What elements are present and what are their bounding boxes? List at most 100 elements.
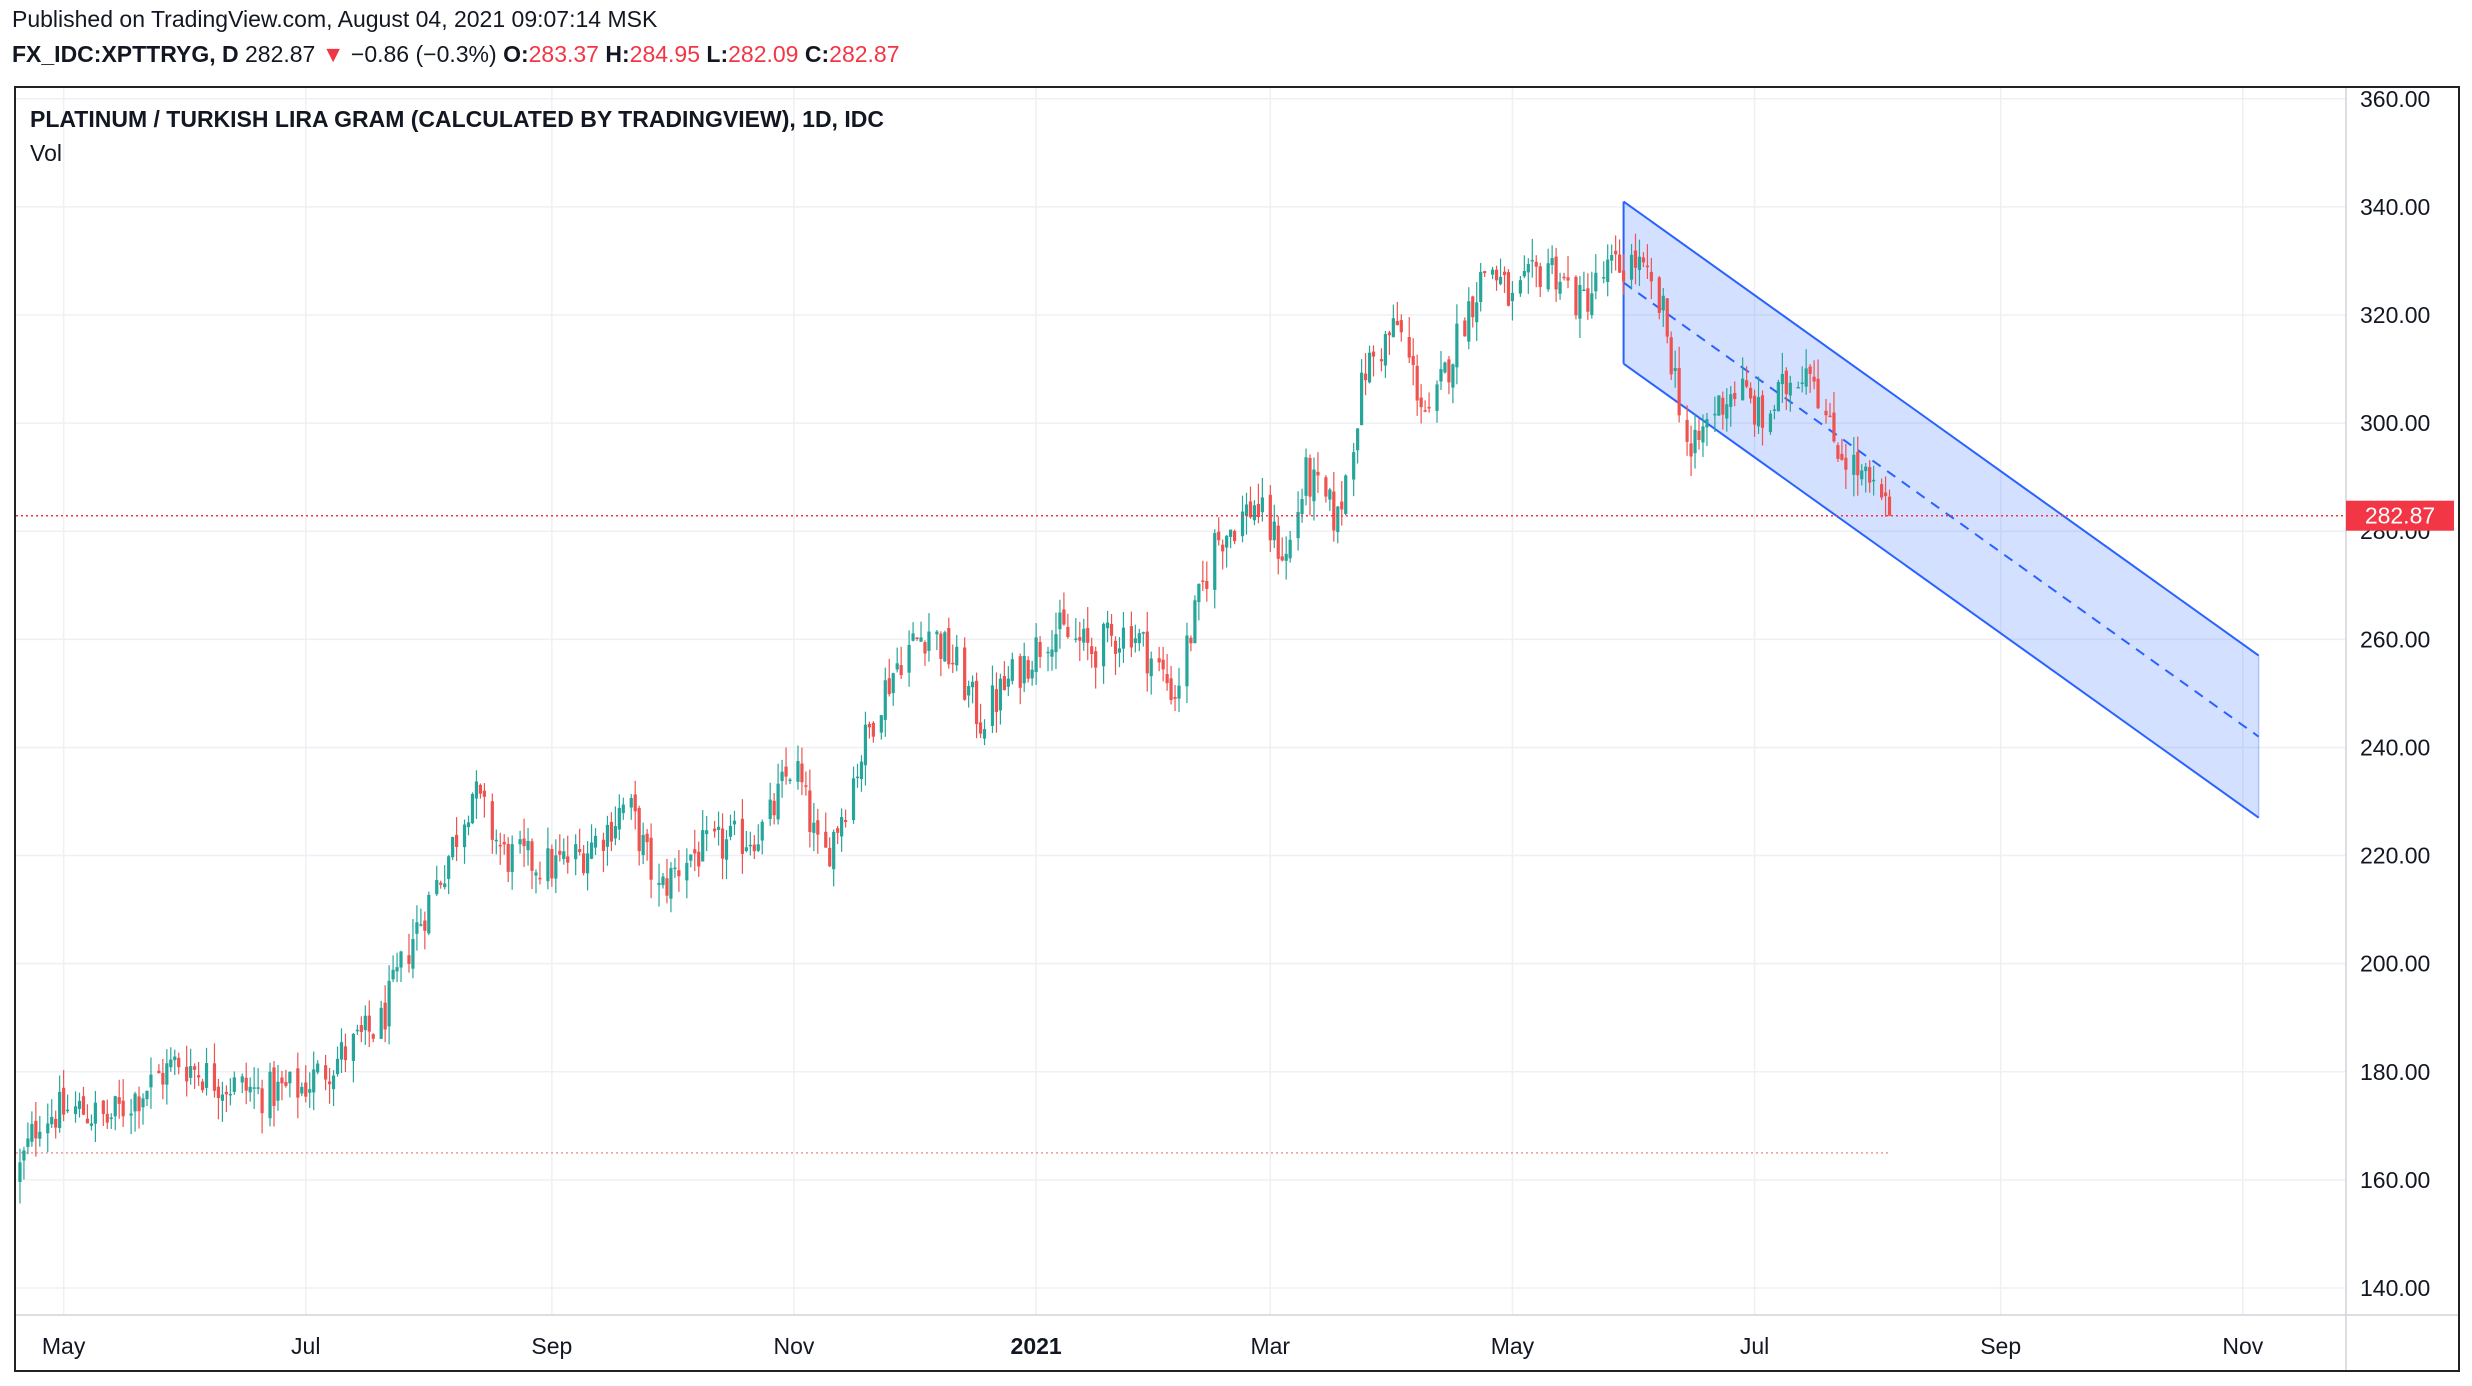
- candle-body: [1538, 266, 1542, 288]
- candle: [1391, 304, 1395, 338]
- candle-body: [1780, 374, 1784, 385]
- candle: [18, 1148, 22, 1204]
- candle: [395, 952, 399, 983]
- candle: [1701, 414, 1705, 457]
- candle-body: [748, 844, 752, 847]
- candle: [1284, 536, 1288, 580]
- candle: [1268, 485, 1272, 552]
- candle: [768, 782, 772, 826]
- candle: [963, 637, 967, 701]
- candle: [1133, 624, 1137, 653]
- y-tick-label: 260.00: [2360, 626, 2430, 652]
- candle: [760, 819, 764, 855]
- candle: [1602, 261, 1606, 284]
- candle: [859, 755, 864, 792]
- candle-body: [1387, 332, 1391, 336]
- candle-body: [1852, 454, 1856, 475]
- candle: [1530, 238, 1534, 278]
- candle-body: [379, 1007, 383, 1039]
- candle-body: [1868, 467, 1872, 483]
- candle-body: [1363, 373, 1368, 381]
- x-tick-label: Sep: [1980, 1333, 2021, 1359]
- candle: [1578, 276, 1582, 338]
- candle: [117, 1079, 121, 1119]
- candle-body: [661, 876, 665, 886]
- candle-body: [589, 842, 594, 859]
- candle-body: [1554, 256, 1558, 290]
- candle: [1324, 475, 1328, 503]
- volume-legend: Vol: [30, 140, 62, 166]
- candle: [1629, 243, 1634, 290]
- candle-body: [1760, 395, 1765, 428]
- candle: [1173, 684, 1177, 712]
- candle: [474, 770, 479, 819]
- candle-body: [1816, 378, 1820, 409]
- candle-body: [177, 1057, 181, 1068]
- candle: [1344, 474, 1348, 516]
- candle-body: [343, 1046, 348, 1061]
- candle-body: [518, 839, 522, 845]
- candle: [415, 905, 419, 951]
- candle-body: [713, 828, 717, 832]
- candle: [1252, 500, 1257, 526]
- chart-frame[interactable]: [14, 86, 2460, 1372]
- candle: [923, 640, 927, 666]
- candle: [1451, 363, 1455, 404]
- candle-body: [641, 834, 645, 856]
- candle-body: [1836, 445, 1840, 459]
- candle: [1225, 535, 1229, 568]
- channel-median-line: [1622, 281, 2260, 738]
- candle-body: [1078, 637, 1082, 641]
- candle: [1244, 492, 1249, 535]
- candle: [1288, 530, 1292, 563]
- candle: [613, 806, 617, 846]
- candle: [490, 793, 494, 854]
- candle-body: [705, 830, 709, 835]
- candle: [252, 1067, 256, 1109]
- candle: [1276, 516, 1280, 575]
- candle-body: [185, 1066, 189, 1082]
- candle-body: [701, 830, 705, 862]
- candle: [971, 675, 975, 704]
- y-tick-label: 300.00: [2360, 410, 2430, 436]
- candle-body: [1197, 583, 1201, 603]
- candle-body: [129, 1113, 133, 1116]
- candle-body: [355, 1029, 359, 1032]
- candle-body: [1268, 494, 1272, 541]
- candle-body: [1887, 496, 1892, 516]
- candle-body: [193, 1066, 197, 1070]
- candle: [693, 829, 697, 872]
- candle: [216, 1078, 221, 1120]
- candle-body: [494, 839, 498, 842]
- candle: [470, 792, 475, 825]
- candle: [629, 794, 633, 820]
- candle: [574, 834, 578, 876]
- candle-body: [443, 883, 447, 888]
- candle: [1745, 366, 1749, 389]
- candle: [1161, 646, 1165, 682]
- candle-body: [1883, 492, 1888, 497]
- candle: [1165, 654, 1169, 691]
- candle-body: [851, 778, 856, 821]
- candle: [1606, 244, 1610, 297]
- candle: [1590, 271, 1594, 319]
- candle: [728, 814, 733, 841]
- candle: [1673, 350, 1677, 388]
- candle-body: [816, 820, 820, 835]
- candle: [645, 828, 649, 861]
- candle-body: [1483, 271, 1487, 274]
- candle-body: [73, 1106, 78, 1115]
- candle-body: [693, 849, 697, 854]
- candle-body: [93, 1102, 97, 1124]
- candle-body: [196, 1075, 201, 1078]
- candle-body: [891, 673, 895, 694]
- low-value: 282.09: [728, 41, 799, 67]
- close-label: C:: [804, 41, 830, 67]
- candle-body: [582, 853, 586, 874]
- y-tick-label: 200.00: [2360, 951, 2430, 977]
- candle: [494, 829, 498, 855]
- candle-body: [593, 835, 598, 848]
- candle: [1332, 471, 1336, 542]
- candle: [1562, 272, 1566, 281]
